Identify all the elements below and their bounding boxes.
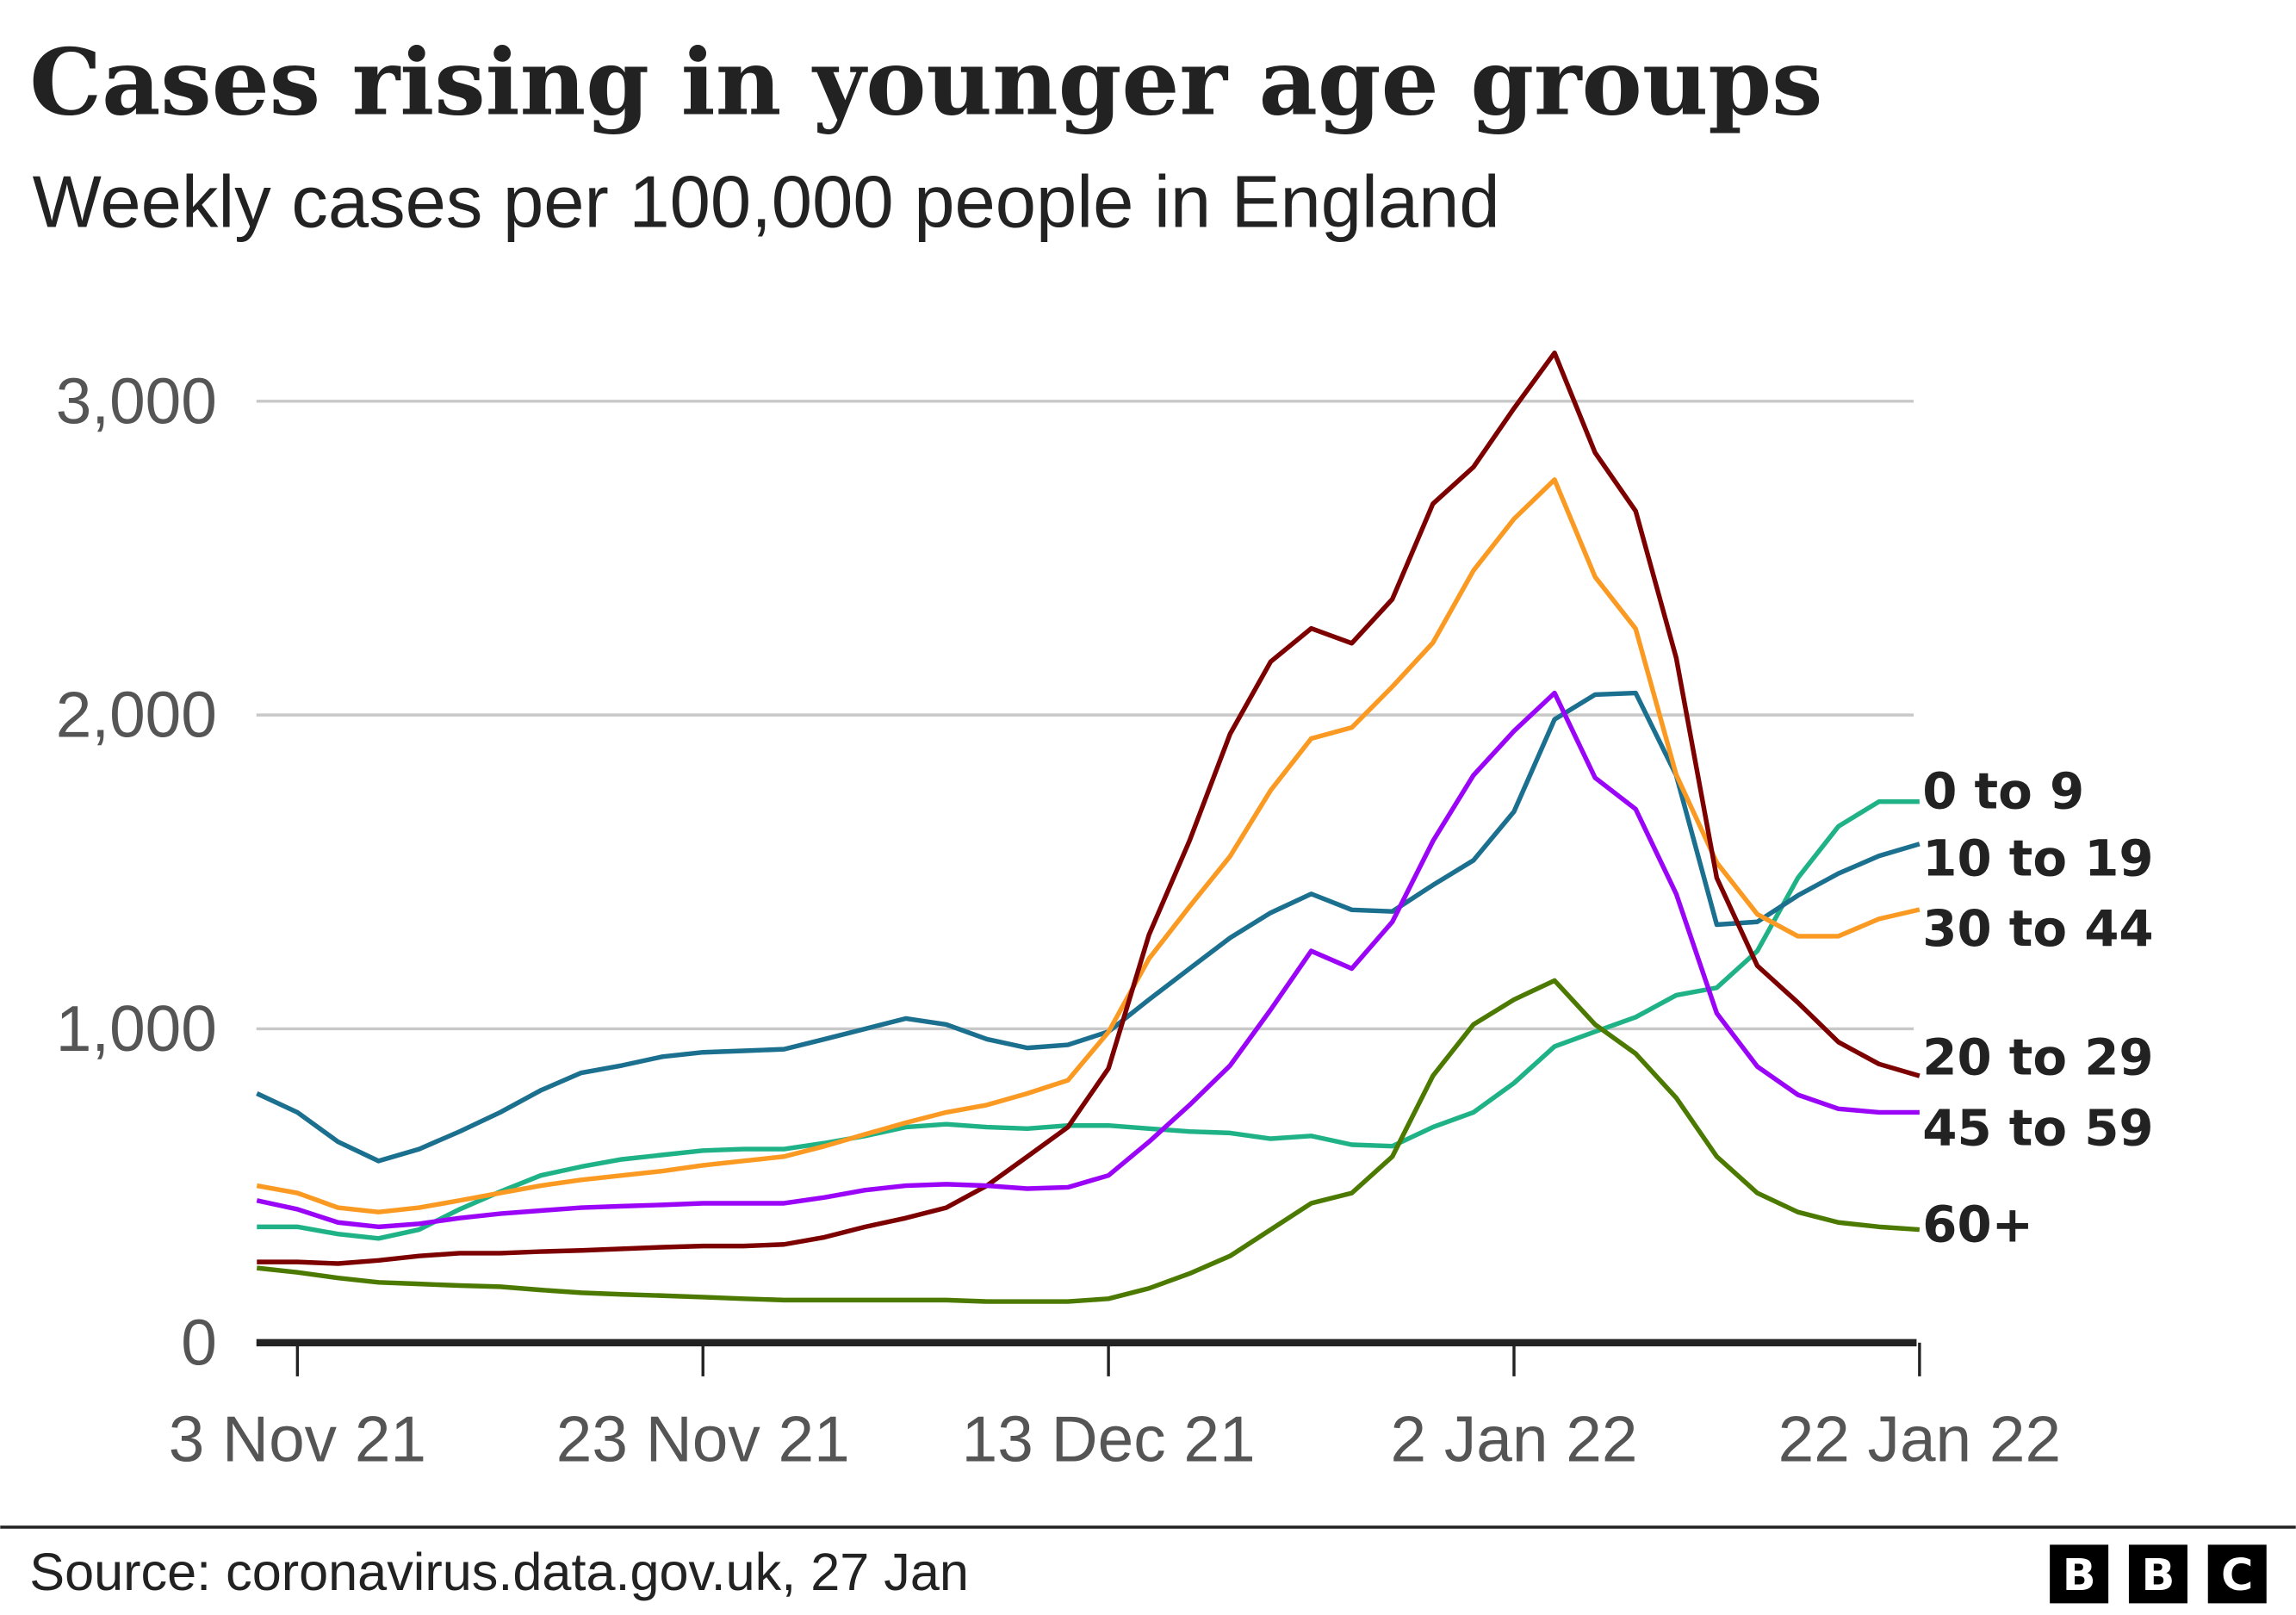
svg-text:C: C: [2221, 1550, 2253, 1601]
series-label: 10 to 19: [1922, 829, 2153, 888]
series-line-60-: [256, 978, 1921, 1304]
chart-subtitle: Weekly cases per 100,000 people in Engla…: [33, 161, 1500, 243]
bbc-logo: B B C: [2050, 1544, 2267, 1604]
gridlines: [256, 400, 1914, 1031]
series-label: 20 to 29: [1922, 1028, 2153, 1087]
chart-title: Cases rising in younger age groups: [29, 29, 1822, 136]
series-lines: [256, 350, 1921, 1304]
series-label: 30 to 44: [1922, 899, 2153, 958]
series-line-30-to-44: [256, 477, 1921, 1214]
svg-text:B: B: [2063, 1550, 2096, 1601]
series-line-45-to-59: [256, 690, 1920, 1230]
series-label: 45 to 59: [1922, 1098, 2153, 1157]
series-label: 60+: [1922, 1196, 2033, 1254]
source-text: Source: coronavirus.data.gov.uk, 27 Jan: [29, 1543, 969, 1601]
x-tick-label: 22 Jan 22: [1778, 1403, 2061, 1475]
x-tick-label: 3 Nov 21: [169, 1403, 426, 1475]
y-axis: 0 1,000 2,000 3,000: [56, 364, 217, 1378]
series-labels: 0 to 9 10 to 19 30 to 44 20 to 29 45 to 59 60…: [1922, 761, 2153, 1253]
x-tick-label: 13 Dec 21: [962, 1403, 1256, 1475]
series-label: 0 to 9: [1922, 761, 2084, 820]
x-axis: 3 Nov 21 23 Nov 21 13 Dec 21 2 Jan 22 22 Jan…: [169, 1339, 2061, 1475]
y-tick-label: 0: [181, 1306, 217, 1378]
y-tick-label: 3,000: [56, 364, 217, 437]
y-tick-label: 1,000: [56, 992, 217, 1065]
series-line-0-to-9: [257, 798, 1920, 1241]
x-tick-label: 23 Nov 21: [556, 1403, 850, 1475]
x-tick-label: 2 Jan 22: [1391, 1403, 1638, 1475]
y-tick-label: 2,000: [56, 679, 217, 751]
series-line-10-to-19: [256, 690, 1921, 1164]
svg-text:B: B: [2142, 1550, 2175, 1601]
series-line-20-to-29: [257, 350, 1921, 1266]
